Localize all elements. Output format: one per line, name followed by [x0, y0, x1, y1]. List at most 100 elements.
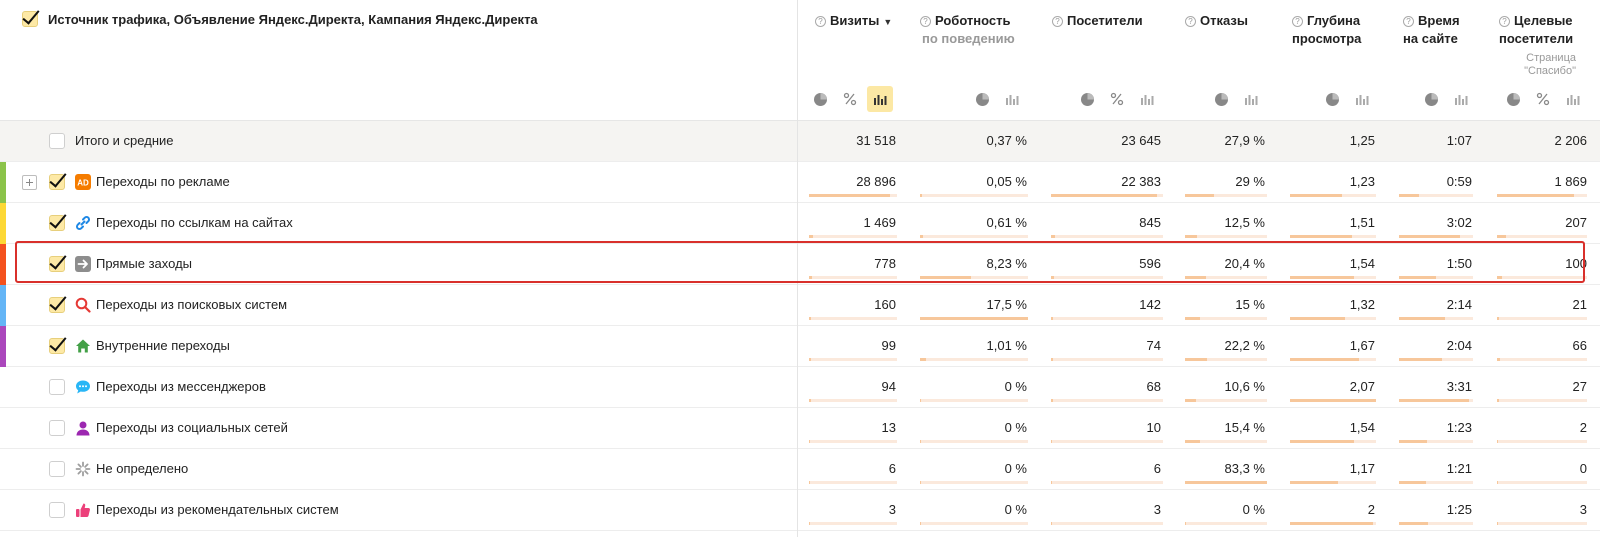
bar-goal-fill: [1497, 235, 1506, 238]
select-all-checkbox[interactable]: [22, 11, 38, 27]
cell-robot: 0 %: [1004, 461, 1027, 476]
table-row[interactable]: Прямые заходы 778 8,23 % 596 20,4 % 1,54 1:50 1…: [0, 244, 1600, 285]
pie-chart-button[interactable]: [1074, 86, 1100, 112]
bar-depth-track: [1290, 235, 1376, 238]
row-checkbox[interactable]: [49, 420, 65, 436]
cell-bounce: 15 %: [1235, 297, 1265, 312]
row-checkbox[interactable]: [49, 256, 65, 272]
bar-robot-track: [920, 235, 1028, 238]
row-checkbox[interactable]: [49, 215, 65, 231]
cell-visitors: 22 383: [1121, 174, 1161, 189]
pie-chart-button[interactable]: [807, 86, 833, 112]
row-label[interactable]: Внутренние переходы: [96, 338, 230, 353]
row-checkbox[interactable]: [49, 379, 65, 395]
sort-desc-icon[interactable]: ▼: [883, 17, 893, 27]
bar-chart-button[interactable]: [1349, 86, 1375, 112]
bar-robot-fill: [920, 481, 921, 484]
help-icon[interactable]: ?: [920, 16, 931, 27]
chat-icon: [75, 379, 91, 395]
bar-chart-button[interactable]: [1238, 86, 1264, 112]
bar-depth-track: [1290, 522, 1376, 525]
metric-visitors-title[interactable]: ? Посетители: [1052, 12, 1143, 30]
bar-chart-button[interactable]: [1134, 86, 1160, 112]
row-checkbox[interactable]: [49, 461, 65, 477]
metric-robot-title[interactable]: ? Роботность: [920, 12, 1011, 30]
row-label[interactable]: Переходы по рекламе: [96, 174, 230, 189]
table-row[interactable]: Внутренние переходы 99 1,01 % 74 22,2 % 1,67 2…: [0, 326, 1600, 367]
help-icon[interactable]: ?: [1499, 16, 1510, 27]
bar-chart-button[interactable]: [1448, 86, 1474, 112]
help-icon[interactable]: ?: [1052, 16, 1063, 27]
cell-depth: 1,23: [1349, 174, 1375, 189]
bar-goal-fill: [1497, 194, 1574, 197]
percent-button[interactable]: [1104, 86, 1130, 112]
pie-chart-button[interactable]: [1418, 86, 1444, 112]
table-row[interactable]: Переходы из рекомендательных систем 3 0 % 3…: [0, 490, 1600, 531]
row-label[interactable]: Переходы из мессенджеров: [96, 379, 266, 394]
bar-goal-track: [1497, 235, 1587, 238]
totals-checkbox[interactable]: [49, 133, 65, 149]
expand-row-button[interactable]: [22, 175, 37, 190]
bar-bounce-fill: [1185, 235, 1197, 238]
percent-button[interactable]: [837, 86, 863, 112]
table-row[interactable]: AD Переходы по рекламе 28 896 0,05 % 22 383 2…: [0, 162, 1600, 203]
pie-chart-button[interactable]: [1319, 86, 1345, 112]
metric-bounce-title[interactable]: ? Отказы: [1185, 12, 1248, 30]
row-checkbox[interactable]: [49, 297, 65, 313]
cell-goal: 207: [1565, 215, 1587, 230]
bar-visits-track: [809, 399, 897, 402]
help-icon[interactable]: ?: [1292, 16, 1303, 27]
cell-visits: 778: [874, 256, 896, 271]
row-checkbox[interactable]: [49, 338, 65, 354]
row-label[interactable]: Переходы из поисковых систем: [96, 297, 288, 312]
cell-visits: 160: [874, 297, 896, 312]
total-goal: 2 206: [1554, 133, 1587, 148]
bar-depth-track: [1290, 194, 1376, 197]
bar-robot-track: [920, 276, 1028, 279]
bar-time-track: [1399, 399, 1473, 402]
pie-chart-button[interactable]: [1500, 86, 1526, 112]
bar-robot-fill: [920, 522, 921, 525]
row-color-strip: [0, 285, 6, 326]
metric-visits-title[interactable]: ? Визиты ▼: [815, 12, 892, 31]
row-label[interactable]: Не определено: [96, 461, 189, 476]
percent-button[interactable]: [1530, 86, 1556, 112]
bar-chart-button[interactable]: [1560, 86, 1586, 112]
metric-goal-subtitle: Страница "Спасибо": [1524, 52, 1576, 77]
bar-visits-fill: [809, 481, 810, 484]
cell-depth: 2,07: [1349, 379, 1375, 394]
totals-row: Итого и средние 31 518 0,37 % 23 645 27,…: [0, 121, 1600, 162]
cell-robot: 0 %: [1004, 379, 1027, 394]
row-label[interactable]: Переходы из социальных сетей: [96, 420, 288, 435]
table-row[interactable]: Переходы из мессенджеров 94 0 % 68 10,6 % 2,0…: [0, 367, 1600, 408]
pie-chart-button[interactable]: [1208, 86, 1234, 112]
dimension-title[interactable]: Источник трафика, Объявление Яндекс.Дире…: [48, 12, 538, 27]
table-row[interactable]: Не определено 6 0 % 6 83,3 % 1,17 1:21 0: [0, 449, 1600, 490]
table-row[interactable]: Переходы из поисковых систем 160 17,5 % 142…: [0, 285, 1600, 326]
pie-chart-button[interactable]: [969, 86, 995, 112]
bar-robot-fill: [920, 235, 923, 238]
help-icon[interactable]: ?: [1403, 16, 1414, 27]
bar-visits-track: [809, 522, 897, 525]
table-row[interactable]: Переходы из социальных сетей 13 0 % 10 15,4 …: [0, 408, 1600, 449]
row-label[interactable]: Переходы по ссылкам на сайтах: [96, 215, 293, 230]
table-row[interactable]: Переходы по ссылкам на сайтах 1 469 0,61 %…: [0, 203, 1600, 244]
metric-goal-title[interactable]: ? Целевые посетители: [1499, 13, 1574, 46]
help-icon[interactable]: ?: [1185, 16, 1196, 27]
bar-visitors-fill: [1051, 440, 1052, 443]
bar-goal-fill: [1497, 358, 1500, 361]
metric-time-title[interactable]: ? Время на сайте: [1403, 13, 1460, 46]
bar-visits-fill: [809, 522, 810, 525]
row-checkbox[interactable]: [49, 502, 65, 518]
bar-chart-button[interactable]: [867, 86, 893, 112]
row-label[interactable]: Переходы из рекомендательных систем: [96, 502, 339, 517]
metric-depth-title[interactable]: ? Глубина просмотра: [1292, 13, 1362, 46]
cell-bounce: 20,4 %: [1224, 256, 1265, 271]
bar-robot-fill: [920, 440, 921, 443]
row-label[interactable]: Прямые заходы: [96, 256, 193, 271]
bar-chart-button[interactable]: [999, 86, 1025, 112]
help-icon[interactable]: ?: [815, 16, 826, 27]
row-checkbox[interactable]: [49, 174, 65, 190]
bar-goal-fill: [1497, 317, 1499, 320]
bar-depth-fill: [1290, 276, 1354, 279]
